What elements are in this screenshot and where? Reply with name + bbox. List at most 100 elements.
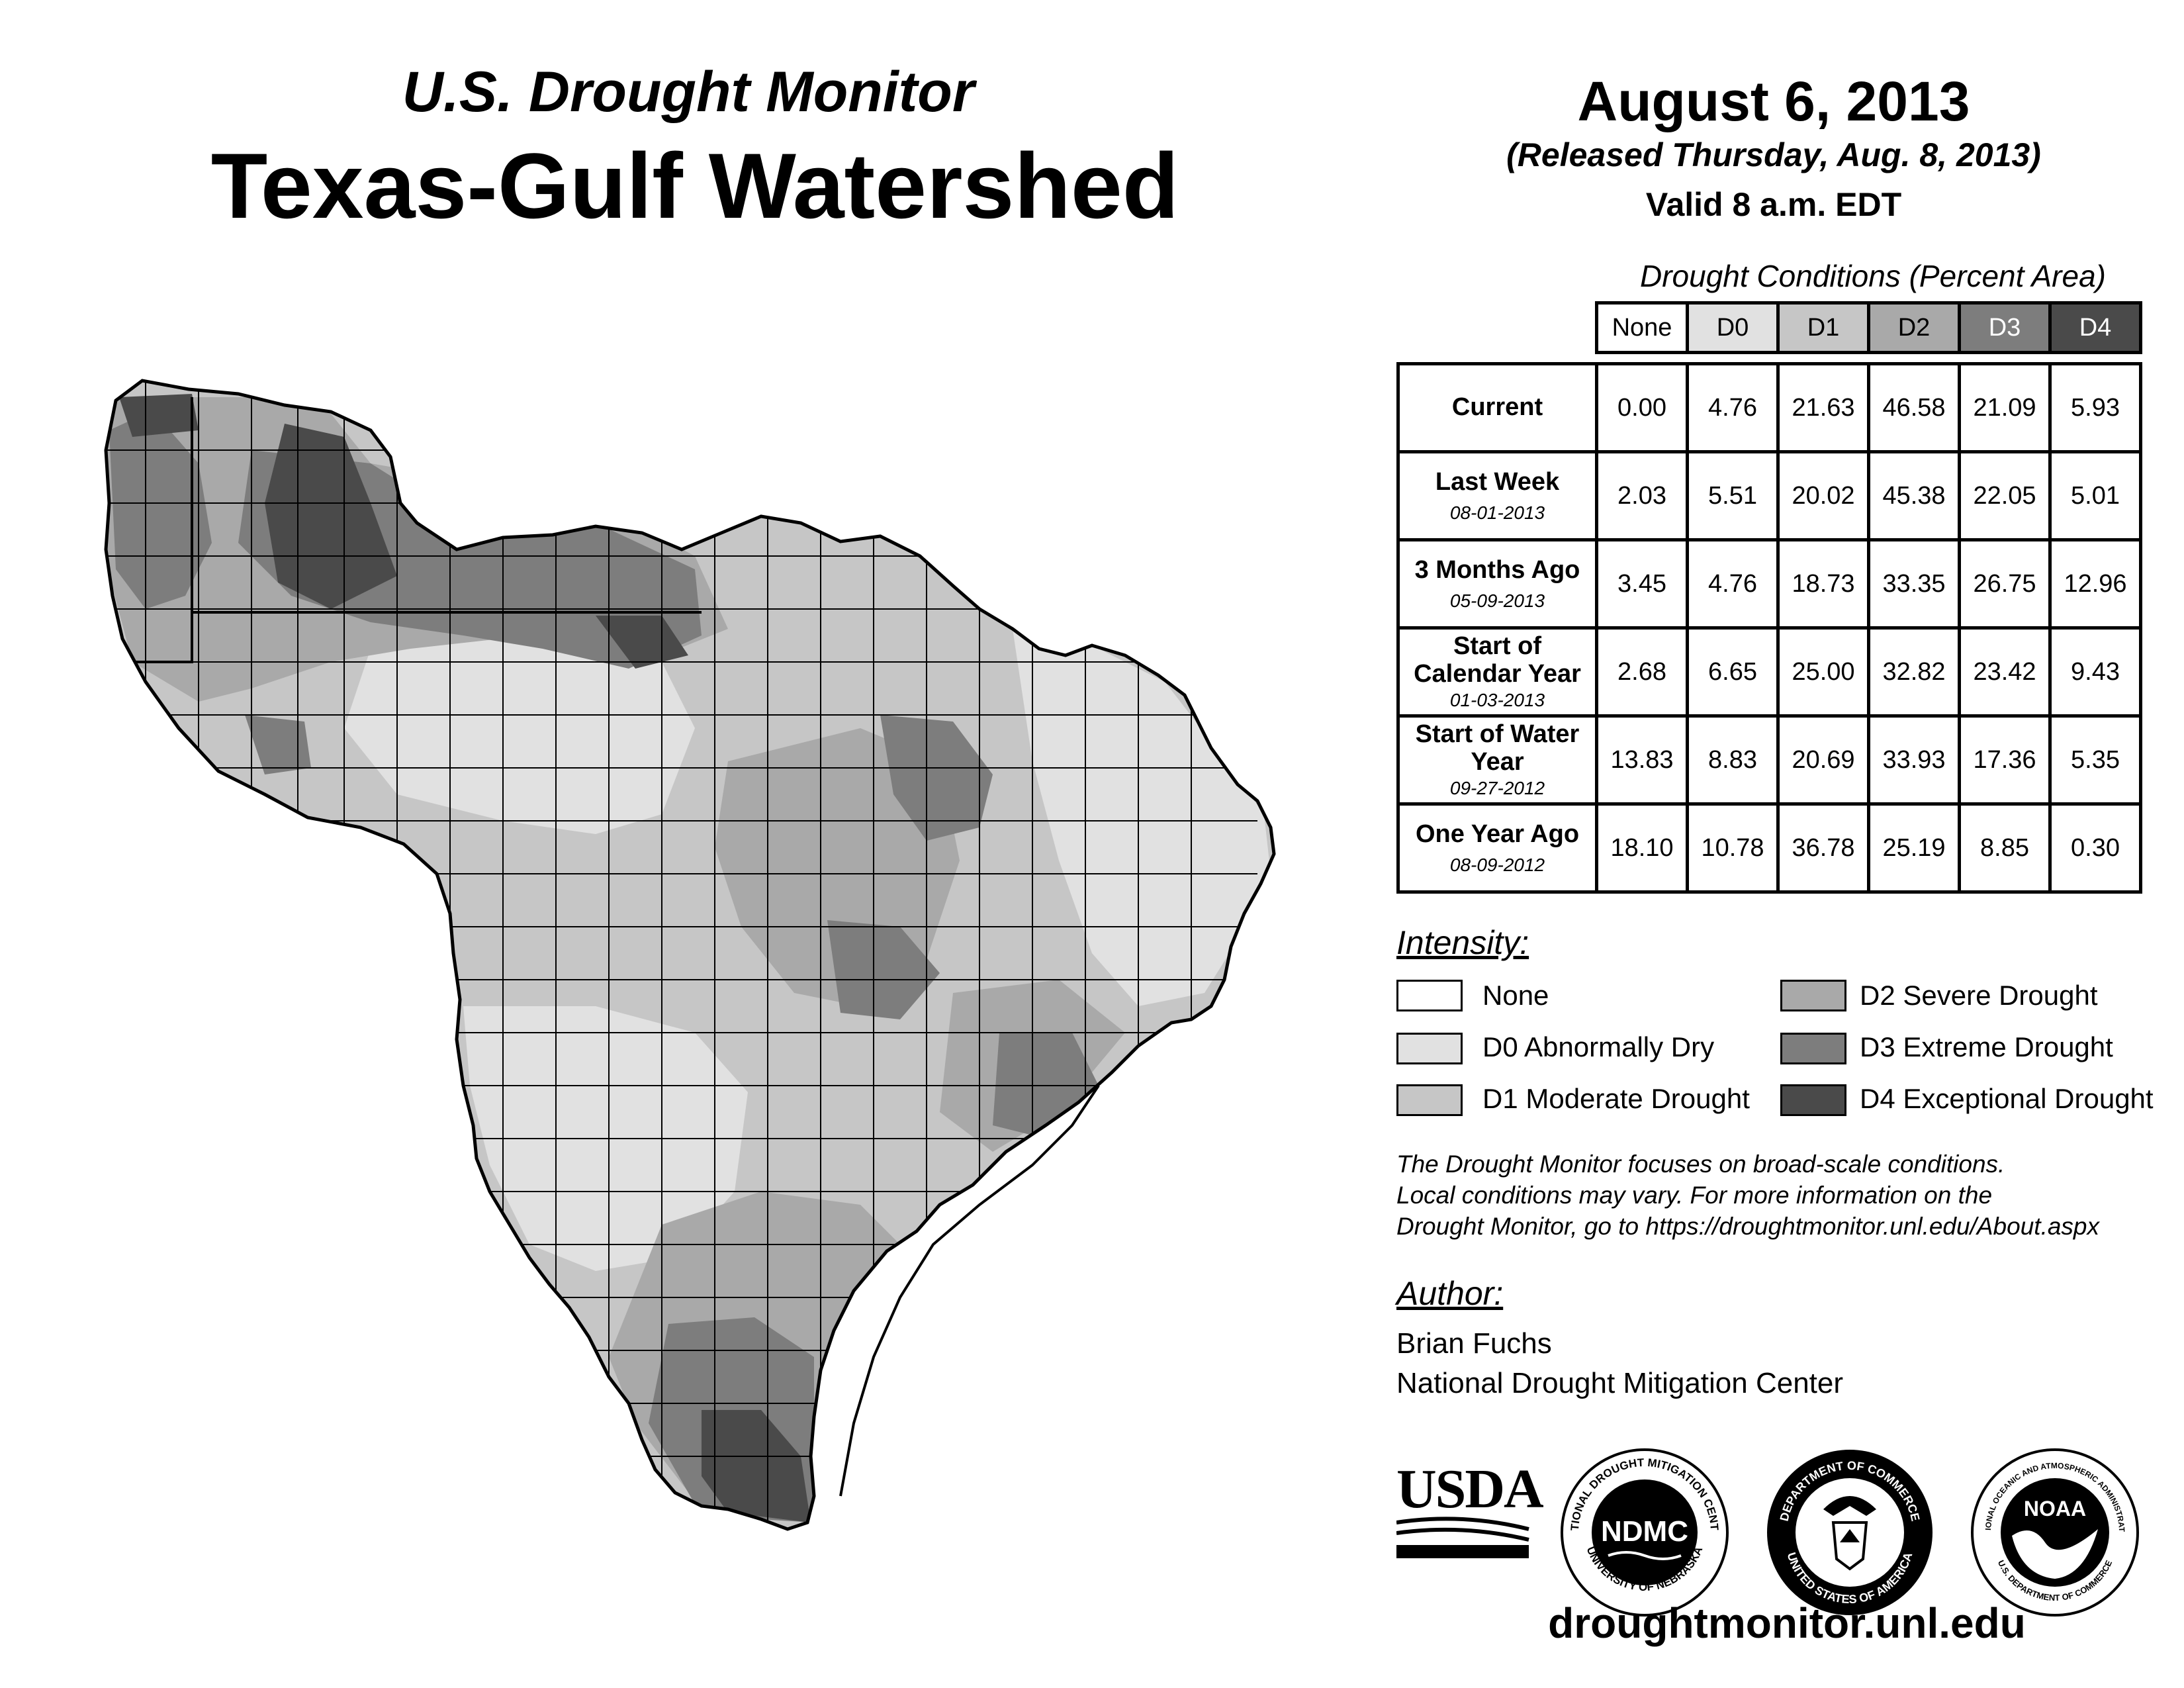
table-cell: 32.82 (1867, 626, 1961, 718)
column-header: None (1595, 301, 1689, 354)
table-cell: 20.02 (1776, 450, 1870, 541)
table-cell: 4.76 (1686, 538, 1780, 630)
d4-region-lower-valley (702, 1410, 811, 1523)
table-cell: 21.09 (1958, 362, 2052, 453)
ndmc-logo: NATIONAL DROUGHT MITIGATION CENTER UNIVE… (1555, 1443, 1729, 1617)
table-cell: 45.38 (1867, 450, 1961, 541)
map-title: Texas-Gulf Watershed (210, 134, 1179, 238)
table-cell: 2.03 (1595, 450, 1689, 541)
table-cell: 18.73 (1776, 538, 1870, 630)
table-row: Start of Calendar Year 01-03-2013 2.68 6.… (1396, 626, 2142, 718)
table-cell: 36.78 (1776, 802, 1870, 894)
drought-map (79, 371, 1304, 1562)
usda-hills-icon (1396, 1517, 1529, 1558)
table-cell: 33.93 (1867, 714, 1961, 806)
table-cell: 17.36 (1958, 714, 2052, 806)
table-row: 3 Months Ago 05-09-2013 3.45 4.76 18.73 3… (1396, 538, 2142, 630)
d3-region-east-central (880, 715, 993, 841)
table-caption: Drought Conditions (Percent Area) (1640, 259, 2106, 293)
legend-title: Intensity: (1396, 924, 1529, 961)
table-cell: 20.69 (1776, 714, 1870, 806)
drought-intensity-layer (106, 381, 1274, 1529)
d0-region-west (344, 629, 695, 834)
release-date: (Released Thursday, Aug. 8, 2013) (1506, 136, 2041, 173)
table-cell: 5.35 (2048, 714, 2142, 806)
table-cell: 10.78 (1686, 802, 1780, 894)
table-cell: 46.58 (1867, 362, 1961, 453)
column-header: D0 (1686, 301, 1780, 354)
table-cell: 8.85 (1958, 802, 2052, 894)
shield-icon (1831, 1521, 1868, 1571)
website-url: droughtmonitor.unl.edu (1548, 1599, 2026, 1647)
legend-label: None (1482, 980, 1549, 1011)
legend-label: D0 Abnormally Dry (1482, 1031, 1715, 1062)
table-row: One Year Ago 08-09-2012 18.10 10.78 36.78… (1396, 802, 2142, 894)
author-org: National Drought Mitigation Center (1396, 1367, 1844, 1399)
legend-swatch-d1 (1396, 1084, 1463, 1116)
table-corner (1398, 303, 1597, 353)
row-label: Start of Water Year 09-27-2012 (1396, 714, 1598, 806)
table-cell: 3.45 (1595, 538, 1689, 630)
map-date: August 6, 2013 (1577, 70, 1970, 132)
table-cell: 25.19 (1867, 802, 1961, 894)
legend-swatch-d0 (1396, 1033, 1463, 1064)
eagle-icon (1823, 1496, 1876, 1516)
table-cell: 0.00 (1595, 362, 1689, 453)
table-cell: 25.00 (1776, 626, 1870, 718)
valid-time: Valid 8 a.m. EDT (1645, 186, 1902, 223)
legend-swatch-d2 (1780, 980, 1846, 1011)
drought-statistics-table: None D0 D1 D2 D3 D4 Current 0.00 4.76 21… (1396, 301, 2142, 894)
d4-region-northwest (119, 394, 199, 437)
table-cell: 0.30 (2048, 802, 2142, 894)
row-label: 3 Months Ago 05-09-2013 (1396, 538, 1598, 630)
noaa-logo: NATIONAL OCEANIC AND ATMOSPHERIC ADMINIS… (1966, 1443, 2139, 1617)
table-cell: 8.83 (1686, 714, 1780, 806)
table-cell: 5.51 (1686, 450, 1780, 541)
row-label: Current (1396, 362, 1598, 453)
table-cell: 5.01 (2048, 450, 2142, 541)
table-cell: 2.68 (1595, 626, 1689, 718)
row-label: Last Week 08-01-2013 (1396, 450, 1598, 541)
svg-text:NOAA: NOAA (2024, 1497, 2086, 1521)
d3-region-central (827, 920, 940, 1019)
disclaimer-note: The Drought Monitor focuses on broad-sca… (1396, 1150, 2099, 1240)
table-row: Current 0.00 4.76 21.63 46.58 21.09 5.93 (1396, 362, 2142, 453)
legend-label: D2 Severe Drought (1860, 980, 2098, 1011)
svg-text:NDMC: NDMC (1601, 1515, 1688, 1548)
d3-region-panhandle-west (109, 410, 212, 609)
table-cell: 33.35 (1867, 538, 1961, 630)
map-subtitle: U.S. Drought Monitor (402, 60, 975, 124)
author-name: Brian Fuchs (1396, 1327, 1552, 1360)
author-heading: Author: (1396, 1275, 1504, 1312)
legend-label: D3 Extreme Drought (1860, 1031, 2113, 1062)
table-cell: 21.63 (1776, 362, 1870, 453)
column-header: D2 (1867, 301, 1961, 354)
row-label: Start of Calendar Year 01-03-2013 (1396, 626, 1598, 718)
table-cell: 22.05 (1958, 450, 2052, 541)
d3-region-southwest (245, 715, 311, 774)
table-cell: 9.43 (2048, 626, 2142, 718)
noaa-bird-icon (2012, 1529, 2098, 1579)
column-header: D1 (1776, 301, 1870, 354)
department-of-commerce-logo: DEPARTMENT OF COMMERCE UNITED STATES OF … (1767, 1450, 1933, 1615)
legend-swatch-none (1396, 980, 1463, 1011)
legend-label: D1 Moderate Drought (1482, 1083, 1750, 1114)
legend-swatch-d4 (1780, 1084, 1846, 1116)
table-cell: 23.42 (1958, 626, 2052, 718)
column-header: D3 (1958, 301, 2052, 354)
legend-swatch-d3 (1780, 1033, 1846, 1064)
d0-region-east (1013, 629, 1271, 1006)
d4-region-north-central (596, 616, 688, 669)
table-cell: 4.76 (1686, 362, 1780, 453)
legend-label: D4 Exceptional Drought (1860, 1083, 2154, 1114)
table-cell: 26.75 (1958, 538, 2052, 630)
table-row: Start of Water Year 09-27-2012 13.83 8.83… (1396, 714, 2142, 806)
table-cell: 13.83 (1595, 714, 1689, 806)
column-header: D4 (2048, 301, 2142, 354)
table-cell: 18.10 (1595, 802, 1689, 894)
row-label: One Year Ago 08-09-2012 (1396, 802, 1598, 894)
table-cell: 12.96 (2048, 538, 2142, 630)
usda-logo: USDA (1396, 1462, 1544, 1562)
table-cell: 6.65 (1686, 626, 1780, 718)
table-cell: 5.93 (2048, 362, 2142, 453)
